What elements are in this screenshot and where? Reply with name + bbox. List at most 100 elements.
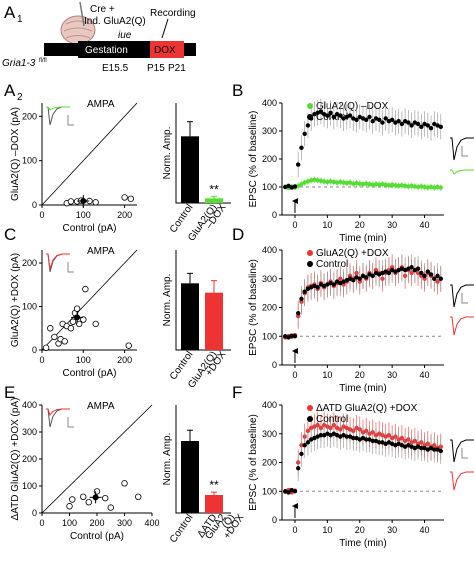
data-point [396, 183, 401, 189]
data-point [389, 117, 395, 123]
x-tick-label: 300 [117, 518, 132, 528]
data-point [107, 504, 114, 511]
bar-0 [181, 441, 199, 513]
data-point [399, 183, 405, 188]
data-point [127, 195, 135, 202]
x-axis-label: Control (pA) [63, 368, 117, 379]
x-axis-label: Control (pA) [63, 223, 117, 234]
x-tick-label: 10 [322, 525, 332, 535]
data-point [296, 162, 301, 167]
y-axis-label: GluA2(Q) –DOX (pA) [10, 107, 21, 201]
data-point [315, 285, 320, 290]
data-point [331, 114, 337, 120]
x-axis-label: Time (min) [339, 233, 386, 244]
x-tick-label: 0 [39, 355, 44, 365]
data-point [299, 182, 304, 187]
inset-control-trace [450, 284, 474, 308]
data-point [292, 334, 298, 339]
gestation-box [78, 41, 150, 58]
panel-label-f: F [232, 383, 242, 402]
data-point [364, 275, 369, 280]
data-point [367, 182, 372, 187]
construct-label: Ind. GluA2(Q) [84, 16, 146, 27]
x-axis-label: Control (pA) [70, 531, 124, 542]
data-point [318, 432, 324, 438]
data-point [318, 178, 324, 184]
y-tick-label: 0 [272, 360, 277, 370]
data-point [438, 124, 443, 129]
y-tick-label: 400 [262, 245, 277, 255]
data-point [386, 183, 392, 188]
data-point [380, 120, 385, 125]
data-point [85, 499, 92, 506]
data-point [325, 113, 330, 118]
data-point [399, 121, 405, 127]
y-tick-label: 100 [22, 156, 37, 166]
y-tick-label: 100 [22, 481, 37, 491]
data-point [422, 184, 427, 190]
e155-label: E15.5 [102, 63, 129, 74]
data-point [425, 123, 430, 128]
data-point [102, 494, 109, 502]
schematic-a1: Cre + Ind. GluA2(Q) iue Recording Gestat… [2, 1, 196, 74]
data-point [331, 179, 337, 185]
data-point [432, 447, 437, 452]
data-point [296, 311, 301, 316]
chart-title: AMPA [87, 246, 115, 257]
category-label: Control [168, 512, 196, 545]
data-point [47, 325, 54, 332]
data-point [302, 131, 307, 136]
data-point [92, 199, 99, 206]
data-point [67, 325, 75, 332]
data-point [93, 488, 101, 495]
data-point [289, 333, 294, 338]
y-tick-label: 200 [262, 458, 277, 468]
data-point [432, 276, 437, 281]
data-point [308, 178, 314, 183]
genotype-sup: fl/fl [39, 58, 47, 64]
data-point [61, 338, 68, 345]
data-point [432, 185, 437, 190]
x-axis-label: Time (min) [339, 538, 386, 549]
x-tick-label: 10 [322, 220, 332, 230]
data-point [328, 179, 333, 184]
data-point [82, 285, 89, 293]
data-point [121, 194, 128, 201]
data-point [412, 184, 418, 189]
data-point [367, 114, 372, 120]
data-point [360, 182, 366, 187]
data-point [351, 181, 356, 186]
data-point [135, 493, 142, 500]
data-point [338, 113, 343, 118]
x-tick-label: 0 [292, 220, 297, 230]
data-point [286, 490, 291, 495]
x-tick-label: 0 [39, 210, 44, 220]
data-point [364, 437, 369, 442]
data-point [325, 179, 330, 185]
data-point [92, 320, 99, 328]
x-tick-label: 0 [292, 525, 297, 535]
y-tick-label: 200 [262, 154, 277, 164]
x-tick-label: 100 [76, 355, 91, 365]
x-tick-label: 400 [144, 518, 159, 528]
data-point [435, 273, 440, 279]
data-point [396, 119, 401, 124]
inset-example-trace [450, 169, 474, 175]
data-point [69, 318, 77, 325]
data-point [344, 180, 349, 186]
scale-bar [67, 417, 74, 428]
p21-label: P21 [168, 63, 186, 74]
x-tick-label: 40 [420, 525, 430, 535]
data-point [341, 180, 346, 185]
data-point [354, 180, 359, 186]
legend-label: GluA2(Q) –DOX [316, 101, 389, 112]
mean-point [80, 198, 87, 205]
data-point [357, 276, 362, 281]
data-point [299, 296, 304, 302]
x-tick-label: 0 [39, 518, 44, 528]
y-tick-label: 200 [262, 303, 277, 313]
dox-label: DOX [154, 45, 176, 56]
